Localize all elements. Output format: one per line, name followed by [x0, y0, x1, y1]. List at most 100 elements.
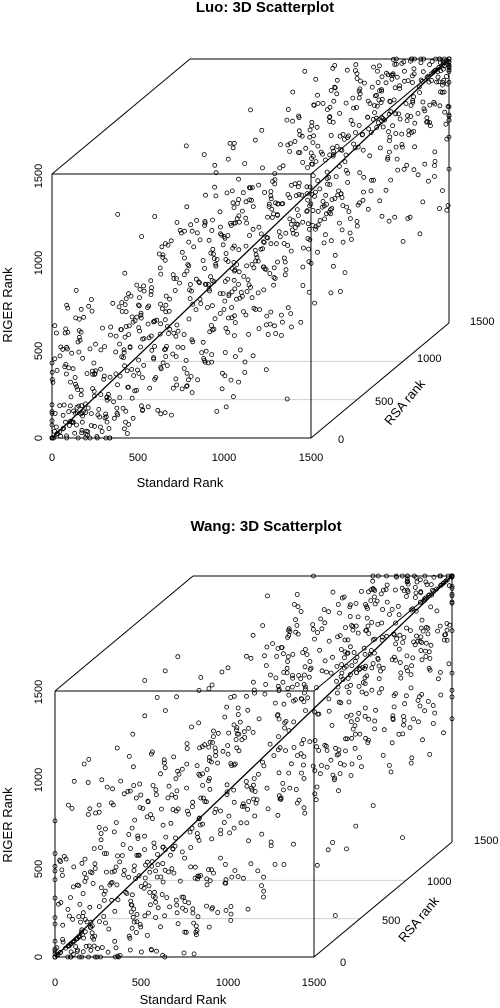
data-point — [342, 159, 348, 165]
data-point — [244, 783, 250, 789]
data-point — [330, 772, 336, 778]
data-point — [403, 101, 409, 106]
data-point — [338, 674, 344, 680]
data-point — [385, 154, 391, 160]
data-point — [369, 177, 374, 183]
data-point — [170, 846, 176, 852]
data-point — [260, 759, 265, 765]
data-point — [251, 265, 257, 271]
data-point — [299, 696, 305, 702]
data-point — [138, 310, 144, 316]
data-point — [208, 250, 214, 256]
data-point — [375, 68, 380, 74]
data-point — [188, 845, 194, 850]
data-point — [363, 691, 369, 697]
data-point — [133, 795, 139, 801]
data-point — [354, 71, 360, 77]
data-point — [250, 204, 256, 210]
data-point — [173, 376, 179, 382]
data-point — [223, 908, 229, 913]
data-point — [277, 234, 283, 240]
data-point — [221, 306, 227, 312]
data-point — [82, 917, 88, 922]
data-point — [298, 319, 304, 325]
data-point — [206, 286, 212, 292]
data-point — [52, 915, 58, 920]
data-point — [87, 346, 93, 352]
data-point — [268, 309, 274, 315]
data-point — [384, 599, 390, 605]
data-point — [294, 221, 300, 227]
data-point — [124, 368, 130, 374]
data-point — [54, 431, 59, 437]
data-point — [307, 739, 313, 745]
data-point — [126, 323, 132, 329]
data-point — [360, 680, 366, 685]
data-point — [368, 598, 374, 603]
data-point — [137, 805, 143, 810]
data-point — [240, 801, 246, 807]
data-point — [327, 119, 333, 124]
data-point — [125, 789, 131, 794]
data-point — [86, 954, 91, 960]
data-point — [197, 822, 203, 828]
data-point — [380, 753, 386, 758]
data-point — [372, 110, 378, 115]
data-point — [375, 622, 381, 627]
data-point — [272, 700, 278, 706]
data-point — [387, 98, 393, 104]
data-point — [419, 657, 425, 663]
data-point — [391, 654, 397, 660]
data-point — [191, 920, 197, 926]
data-point — [152, 214, 158, 219]
data-point — [328, 207, 333, 213]
data-point — [249, 295, 255, 301]
data-point — [365, 623, 371, 629]
data-point — [320, 101, 326, 106]
data-point — [201, 152, 207, 158]
data-point — [119, 853, 125, 858]
data-point — [281, 255, 287, 261]
data-point — [393, 620, 399, 626]
data-point — [90, 881, 96, 886]
data-point — [175, 344, 181, 350]
data-point — [259, 831, 265, 837]
data-point — [400, 238, 406, 244]
data-point — [353, 130, 358, 136]
data-point — [264, 234, 270, 240]
data-point — [66, 802, 71, 808]
data-point — [356, 88, 362, 94]
data-point — [328, 88, 334, 93]
data-point — [115, 211, 121, 217]
data-point — [419, 78, 425, 84]
data-point — [390, 713, 396, 719]
data-point — [397, 660, 403, 665]
data-point — [250, 679, 256, 685]
data-point — [290, 230, 296, 236]
data-point — [306, 674, 312, 680]
data-point — [231, 825, 237, 831]
data-point — [197, 745, 203, 751]
data-point — [315, 630, 320, 635]
data-point — [122, 334, 128, 340]
data-point — [365, 206, 371, 212]
data-point — [374, 103, 380, 109]
x-tick-label: 0 — [49, 452, 55, 464]
data-point — [70, 419, 76, 425]
data-point — [357, 91, 363, 97]
data-point — [244, 263, 250, 269]
data-point — [429, 592, 435, 598]
data-point — [197, 280, 202, 286]
data-point — [204, 903, 209, 909]
data-point — [290, 218, 296, 224]
data-point — [327, 182, 333, 188]
data-point — [236, 379, 242, 385]
data-point — [273, 675, 279, 681]
data-point — [98, 885, 104, 891]
data-point — [284, 670, 290, 676]
data-point — [449, 670, 455, 676]
data-point — [52, 818, 58, 824]
data-point — [392, 62, 398, 67]
data-point — [82, 871, 87, 876]
data-point — [347, 614, 353, 619]
